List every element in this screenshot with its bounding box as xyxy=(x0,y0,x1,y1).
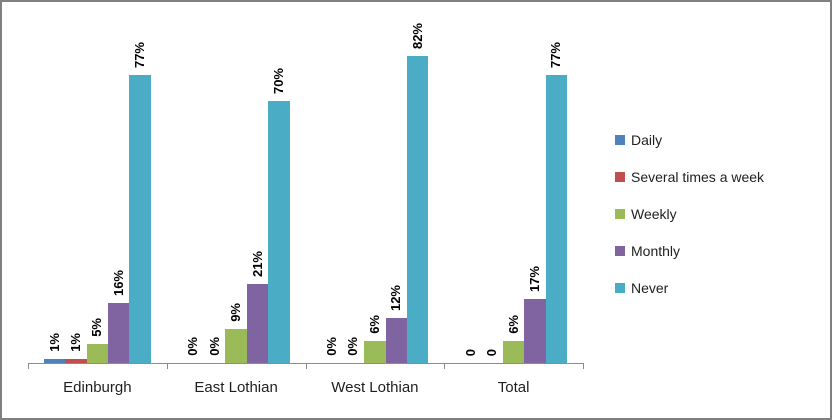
legend-item-daily: Daily xyxy=(615,132,764,148)
legend-item-never: Never xyxy=(615,280,764,296)
legend-label: Monthly xyxy=(631,243,681,259)
bar-monthly xyxy=(385,318,407,363)
bar-never xyxy=(406,56,429,363)
bar-daily xyxy=(43,359,66,363)
category-label: Total xyxy=(497,379,530,396)
legend-swatch-icon xyxy=(615,135,625,145)
legend-label: Weekly xyxy=(631,206,677,222)
x-axis-tick xyxy=(166,363,168,369)
bar-never xyxy=(268,101,290,363)
legend-swatch-icon xyxy=(615,209,625,219)
bar-weekly xyxy=(364,341,386,363)
legend-item-weekly: Weekly xyxy=(615,206,764,222)
legend-label: Never xyxy=(631,280,669,296)
legend-swatch-icon xyxy=(615,283,625,293)
legend-swatch-icon xyxy=(615,246,625,256)
legend-item-several-times-a-week: Several times a week xyxy=(615,169,764,185)
category-label: West Lothian xyxy=(331,379,419,396)
legend-item-monthly: Monthly xyxy=(615,243,764,259)
category-label: East Lothian xyxy=(194,379,278,396)
bar-monthly xyxy=(246,284,269,363)
x-axis-tick xyxy=(444,363,446,369)
bar-monthly xyxy=(108,303,130,363)
category-label: Edinburgh xyxy=(63,379,132,396)
bar-weekly xyxy=(86,344,109,363)
bar-never xyxy=(545,75,568,363)
bar-several-times-a-week xyxy=(65,359,87,363)
legend: Daily Several times a week Weekly Monthly Ne… xyxy=(615,132,764,296)
bar-monthly xyxy=(524,299,546,363)
bar-weekly xyxy=(225,329,247,363)
x-axis-tick xyxy=(28,363,29,369)
x-axis-tick xyxy=(305,363,307,369)
x-axis-tick xyxy=(583,363,584,369)
legend-label: Daily xyxy=(631,132,663,148)
legend-label: Several times a week xyxy=(631,169,765,185)
bar-weekly xyxy=(502,341,525,363)
bar-never xyxy=(129,75,151,363)
legend-swatch-icon xyxy=(615,172,625,182)
